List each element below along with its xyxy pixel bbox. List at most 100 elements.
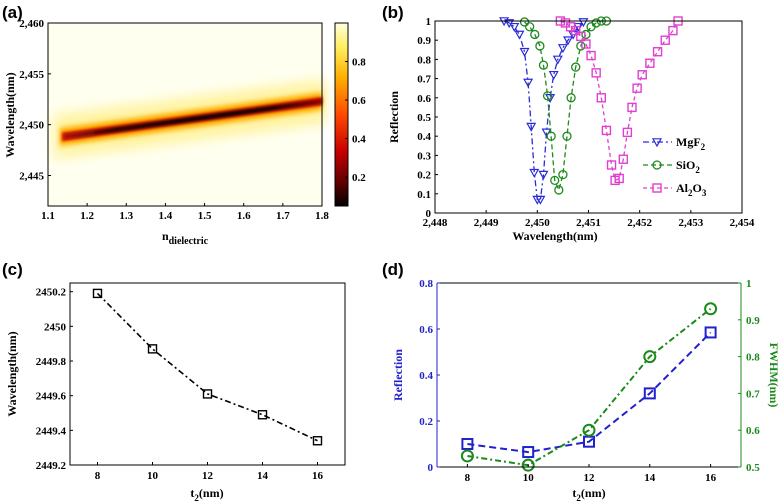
x-tick-label: 8 (95, 470, 101, 482)
data-marker (576, 41, 586, 51)
y-tick-label: 2,455 (19, 69, 44, 81)
x-tick-label: 2,454 (730, 217, 755, 229)
legend-label: SiO2 (676, 158, 700, 175)
y-axis-label: Reflection (387, 91, 401, 143)
data-marker (652, 47, 663, 57)
x-tick-label: 12 (202, 470, 214, 482)
data-marker (704, 302, 718, 316)
data-marker (704, 326, 717, 339)
y-tick-label: 0.2 (417, 170, 431, 182)
data-marker (557, 44, 568, 54)
data-marker (538, 60, 549, 70)
data-marker (550, 175, 560, 186)
data-marker (509, 22, 520, 32)
data-marker (519, 47, 530, 57)
data-marker (571, 62, 581, 72)
y-tick-label: 1 (426, 16, 432, 28)
wavelength-vs-t2-panel-c: 8 10 12 14 16 2449.2 2449.4 2449.6 2449.8 2450 245… (5, 282, 346, 501)
x-tick-label: 1.4 (159, 210, 173, 222)
data-marker (460, 449, 474, 463)
legend-marker (651, 138, 663, 148)
data-marker (637, 70, 647, 80)
x-tick-label: 1.6 (237, 210, 251, 222)
series-line-1 (524, 20, 607, 192)
x-axis-label: ndielectric (162, 229, 209, 247)
data-marker (147, 344, 158, 354)
y-tick-label: 0.9 (417, 35, 431, 47)
y-tick-label-left: 0.2 (419, 416, 433, 428)
data-marker (566, 93, 576, 103)
x-axis-label: Wavelength(nm) (512, 229, 597, 243)
data-marker (578, 18, 589, 28)
data-marker (668, 25, 678, 36)
data-marker (622, 127, 633, 138)
data-marker (529, 168, 540, 178)
data-marker (643, 387, 656, 400)
y-tick-label: 0 (426, 208, 432, 220)
data-marker (522, 446, 535, 459)
data-marker (596, 93, 606, 103)
colorbar-tick-label: 0.6 (352, 95, 366, 107)
y-tick-label: 2449.4 (36, 425, 67, 437)
y-tick-label: 0.8 (417, 54, 431, 66)
panel-tag-d: (d) (382, 260, 404, 279)
data-marker (530, 29, 540, 40)
legend-marker (652, 183, 662, 193)
y-tick-label: 2449.2 (36, 460, 67, 472)
panel-tag-c: (c) (2, 260, 23, 279)
legend-marker (652, 160, 662, 170)
x-tick-label: 2,453 (678, 217, 703, 229)
x-tick-label: 8 (465, 472, 471, 484)
x-tick-label: 14 (257, 470, 269, 482)
data-marker (461, 438, 474, 450)
data-marker (552, 55, 563, 65)
y-tick-label-right: 0.9 (746, 315, 760, 327)
panel-tag-b: (b) (382, 3, 404, 22)
y-tick-label: 0.7 (417, 74, 431, 86)
colorbar-tick-label: 0.4 (352, 134, 366, 146)
y-tick-label: 0.1 (417, 189, 431, 201)
series-line (96, 292, 318, 442)
data-marker (554, 185, 564, 195)
x-tick-label: 2,448 (423, 217, 448, 229)
x-tick-label: 16 (312, 470, 324, 482)
heatmap-frame (47, 22, 323, 207)
data-marker (614, 173, 624, 184)
data-marker (627, 102, 637, 113)
y-tick-label-right: 0.5 (746, 462, 760, 474)
y-tick-label-right: 1 (746, 278, 752, 290)
x-axis-label: t2(nm) (190, 486, 223, 501)
legend-label: MgF2 (676, 135, 706, 152)
x-tick-label: 2,450 (525, 217, 550, 229)
reflection-spectra-panel-b: 2,448 2,449 2,450 2,451 2,452 2,453 2,454 0 0.1 0… (387, 16, 755, 243)
data-marker (586, 50, 596, 61)
data-marker (535, 41, 545, 51)
data-marker (571, 25, 581, 36)
x-tick-label: 1.1 (41, 210, 55, 222)
data-marker (526, 122, 537, 132)
data-marker (581, 39, 591, 49)
y-tick-label: 2,460 (19, 18, 44, 30)
y-tick-label-left: 0 (428, 462, 434, 474)
data-marker (591, 18, 601, 28)
y-tick-label-right: 0.8 (746, 352, 760, 364)
data-marker (523, 78, 534, 88)
data-marker (581, 29, 591, 40)
data-marker (563, 36, 574, 46)
x-tick-label: 2,451 (576, 217, 601, 229)
x-tick-label: 16 (705, 472, 717, 484)
y-tick-label: 2,445 (19, 171, 44, 183)
data-marker (606, 160, 617, 170)
data-marker (645, 58, 655, 68)
data-marker (92, 288, 103, 299)
x-tick-label: 2,452 (627, 217, 652, 229)
x-tick-label: 14 (644, 472, 656, 484)
heatmap-ridge (63, 98, 322, 140)
x-tick-label: 2,449 (474, 217, 499, 229)
reflection-fwhm-panel-d: 8 10 12 14 16 0 0.2 0.4 0.6 0.8 0.5 0.6 0.7 0.8 0.9 1 t2… (391, 278, 778, 501)
y-tick-label: 0.3 (417, 150, 431, 162)
y-axis-label-left: Reflection (391, 349, 405, 401)
x-tick-label: 1.5 (198, 210, 212, 222)
data-marker (257, 410, 268, 420)
y-tick-label: 0.4 (417, 131, 431, 143)
